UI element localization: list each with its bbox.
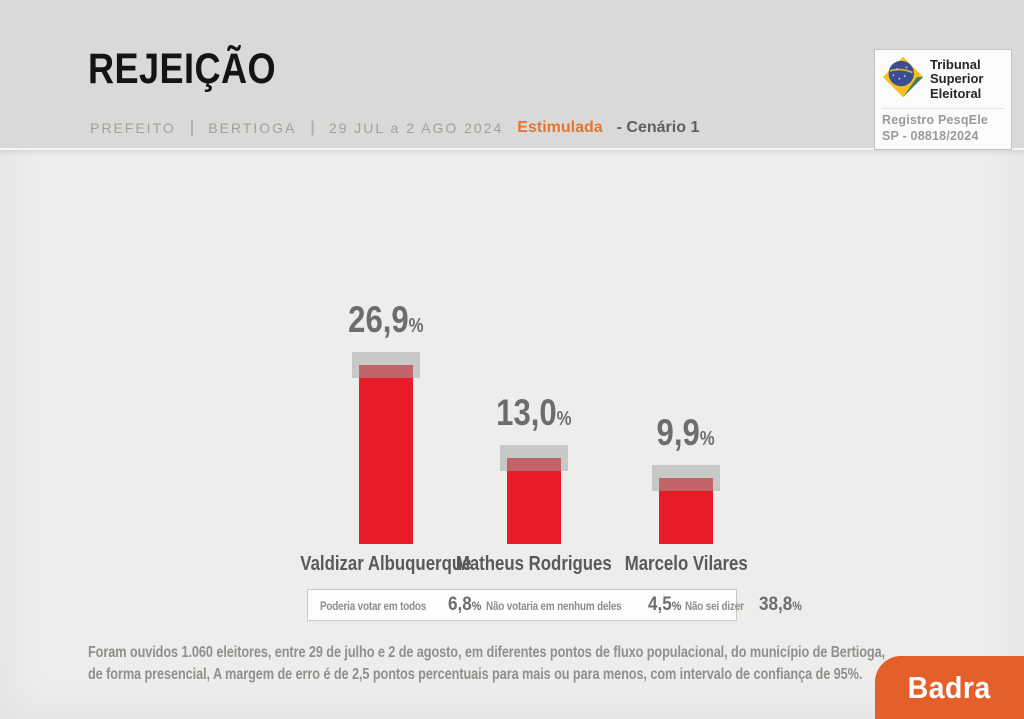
stat-item: Poderia votar em todos 6,8%: [320, 594, 486, 616]
page-title: REJEIÇÃO: [88, 45, 277, 93]
tse-logo-icon: [882, 56, 924, 103]
subtitle-separator: |: [310, 119, 315, 136]
stat-value: 4,5%: [648, 594, 681, 616]
stat-item: Não sei dizer 38,8%: [685, 594, 806, 616]
bar-value-number: 26,9: [348, 299, 409, 340]
candidate-name: Marcelo Vilares: [624, 553, 748, 575]
bar-value-number: 9,9: [656, 412, 701, 453]
methodology-line: Foram ouvidos 1.060 eleitores, entre 29 …: [88, 644, 886, 661]
tse-org-line: Tribunal: [930, 56, 981, 72]
brand-logo: Badra: [875, 656, 1024, 719]
bar-value-label: 9,9%: [596, 413, 776, 453]
percent-sign: %: [472, 599, 482, 613]
tse-registro-label: Registro PesqEle: [882, 113, 989, 127]
bar-value-text: 9,9%: [657, 413, 715, 461]
subtitle-scenario: - Cenário 1: [616, 119, 700, 136]
tse-org-name: Tribunal Superior Eleitoral: [930, 56, 984, 102]
bar-top-shade: [659, 478, 713, 491]
tse-org-line: Eleitoral: [930, 85, 982, 101]
percent-sign: %: [408, 315, 424, 337]
bar-top-shade: [359, 365, 413, 378]
subtitle-date-range: 29 JUL a 2 AGO 2024: [328, 120, 504, 136]
stat-value: 6,8%: [448, 594, 481, 616]
percent-sign: %: [700, 428, 716, 450]
stat-value: 38,8%: [759, 594, 802, 616]
bar-value-text: 26,9%: [348, 300, 423, 348]
bar-value-label: 13,0%: [444, 393, 624, 433]
tse-registro-number: SP - 08818/2024: [882, 128, 979, 143]
methodology-text: Foram ouvidos 1.060 eleitores, entre 29 …: [88, 642, 1024, 686]
subtitle-office: PREFEITO: [90, 120, 176, 136]
bar-category-label: Valdizar Albuquerque: [271, 553, 501, 576]
percent-sign: %: [671, 599, 682, 613]
stat-value-number: 4,5: [648, 594, 672, 615]
tse-org-line: Superior: [930, 71, 984, 87]
stat-item: Não votaria em nenhum deles 4,5%: [486, 594, 686, 616]
percent-sign: %: [791, 599, 802, 613]
extra-stats-box: Poderia votar em todos 6,8% Não votaria em…: [307, 589, 801, 621]
percent-sign: %: [556, 408, 572, 430]
brand-logo-text: Badra: [907, 669, 992, 705]
bar-category-label: Marcelo Vilares: [571, 553, 801, 576]
stat-value-number: 6,8: [448, 594, 473, 615]
header: REJEIÇÃO PREFEITO | BERTIOGA | 29 JUL a …: [0, 0, 1024, 150]
subtitle-city: BERTIOGA: [208, 120, 297, 136]
bar-value-label: 26,9%: [296, 300, 476, 340]
bar-top-shade: [507, 458, 561, 471]
stat-label: Não sei dizer: [685, 601, 744, 613]
subtitle: PREFEITO | BERTIOGA | 29 JUL a 2 AGO 202…: [90, 119, 699, 137]
methodology-line: de forma presencial, A margem de erro é …: [88, 666, 863, 683]
bar-category-label: Matheus Rodrigues: [419, 553, 649, 576]
stat-label: Não votaria em nenhum deles: [485, 601, 622, 613]
bar-value-text: 13,0%: [496, 393, 571, 441]
subtitle-method: Estimulada: [517, 119, 603, 136]
tse-registration-badge: Tribunal Superior Eleitoral Registro Pes…: [874, 49, 1012, 151]
bar: [359, 365, 413, 544]
tse-registration-number: Registro PesqEle SP - 08818/2024: [882, 113, 1004, 144]
tse-badge-top: Tribunal Superior Eleitoral: [882, 56, 1004, 109]
bar: [507, 458, 561, 544]
candidate-name: Matheus Rodrigues: [456, 553, 612, 575]
bar-value-number: 13,0: [496, 392, 557, 433]
candidate-name: Valdizar Albuquerque: [300, 553, 472, 575]
stat-value-number: 38,8: [758, 594, 792, 615]
subtitle-separator: |: [189, 119, 195, 136]
stat-label: Poderia votar em todos: [320, 601, 427, 613]
